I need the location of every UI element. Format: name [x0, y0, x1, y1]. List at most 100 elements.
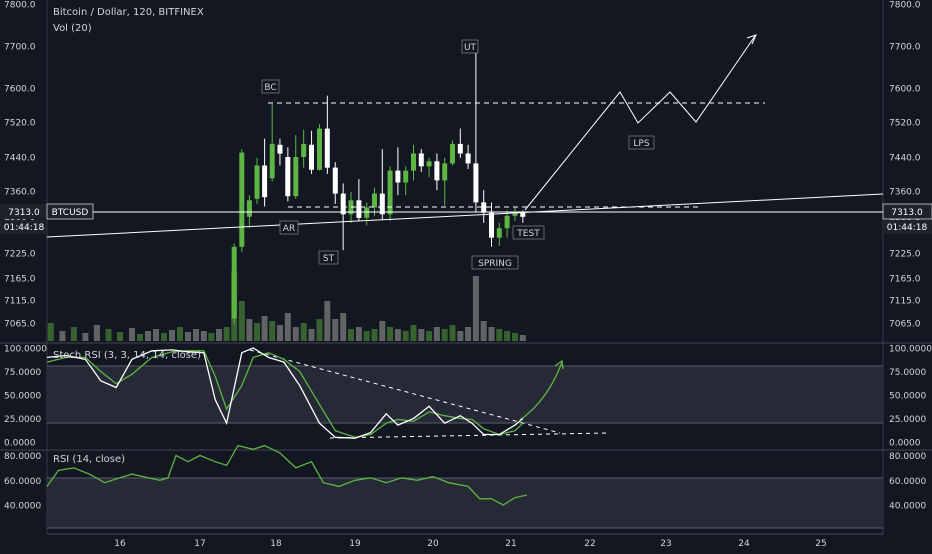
- candle: [269, 104, 275, 182]
- volume-bar: [137, 334, 143, 341]
- candle-body: [231, 246, 237, 319]
- candle: [379, 149, 385, 220]
- pane-frames: [0, 0, 932, 535]
- volume-bar: [70, 327, 77, 341]
- label-lps: LPS: [628, 135, 655, 150]
- rsi-tick-label-left: 60.0000: [4, 477, 41, 487]
- candle-body: [465, 153, 471, 164]
- last-price-left-text: 7313.0: [8, 208, 40, 218]
- candle-body: [481, 202, 487, 213]
- volume-bar: [129, 328, 135, 341]
- stoch-tick-label-right: 100.0000: [889, 345, 932, 355]
- price-tick-label-left: 7800.0: [4, 1, 36, 11]
- time-tick-label: 24: [738, 539, 750, 549]
- time-tick-label: 25: [815, 539, 826, 549]
- volume-bar: [387, 327, 394, 341]
- label-lps-text: LPS: [633, 139, 649, 149]
- stoch-axis[interactable]: 0.0000 0.0000 25.0000 25.0000 50.0000 50.0000…: [4, 345, 932, 449]
- volume-bar: [292, 327, 299, 341]
- price-tick-label-right: 7700.0: [889, 43, 921, 53]
- candle: [340, 183, 346, 251]
- volume-bar: [216, 329, 222, 341]
- volume-bar: [82, 333, 89, 341]
- candle: [457, 128, 463, 158]
- candle-body: [332, 167, 338, 194]
- price-tick-label-right: 7800.0: [889, 1, 921, 11]
- price-tick-label-left: 7440.0: [4, 154, 36, 164]
- candle: [465, 144, 471, 169]
- volume-bar: [348, 329, 354, 341]
- candle-body: [496, 228, 502, 238]
- volume-bar: [269, 321, 276, 341]
- ticker-badge: BTCUSD: [46, 203, 94, 220]
- label-st: ST: [318, 250, 339, 265]
- time-tick-label: 18: [270, 539, 282, 549]
- volume-bar: [480, 321, 487, 341]
- volume-bar: [105, 329, 112, 341]
- stoch-legend[interactable]: Stoch RSI (3, 3, 14, 14, close): [53, 350, 201, 361]
- volume-bar: [379, 321, 386, 341]
- time-tick-label: 22: [584, 539, 595, 549]
- price-tick-label-left: 7165.0: [4, 275, 36, 285]
- stoch-tick-label-right: 25.0000: [889, 415, 926, 425]
- countdown-right-text: 01:44:18: [887, 223, 928, 233]
- volume-bar: [418, 329, 425, 341]
- candle: [450, 140, 455, 166]
- candle: [301, 129, 307, 168]
- volume-bar: [277, 325, 283, 341]
- countdown-badge-left: 01:44:18: [0, 220, 47, 234]
- volume-bar: [177, 327, 183, 341]
- stoch-d-line: [46, 350, 524, 438]
- volume-legend[interactable]: Vol (20): [53, 23, 92, 34]
- rsi-tick-label-left: 40.0000: [4, 502, 41, 512]
- candle: [418, 149, 424, 172]
- label-test-text: TEST: [516, 229, 540, 239]
- stoch-tick-label-right: 0.0000: [889, 439, 921, 449]
- label-spring-text: SPRING: [478, 259, 512, 269]
- volume-bar: [161, 333, 167, 341]
- volume-bar: [145, 331, 151, 341]
- volume-bar: [47, 323, 54, 341]
- trend-line: [46, 193, 884, 238]
- stoch-tick-label-left: 50.0000: [4, 392, 41, 402]
- candle: [277, 138, 283, 166]
- candle-body: [473, 163, 479, 203]
- label-spring: SPRING: [471, 255, 519, 270]
- symbol-title[interactable]: Bitcoin / Dollar, 120, BITFINEX: [53, 7, 204, 18]
- rsi-tick-label-left: 80.0000: [4, 452, 41, 462]
- volume-bar: [496, 329, 503, 341]
- time-tick-label: 16: [114, 539, 126, 549]
- volume-bar: [512, 333, 518, 341]
- volume-bar: [433, 327, 440, 341]
- volume-bar: [254, 323, 260, 341]
- candle: [262, 138, 268, 207]
- candle-body: [372, 193, 377, 208]
- stoch-tick-label-left: 0.0000: [4, 439, 36, 449]
- volume-bar: [223, 327, 230, 341]
- candle: [254, 157, 260, 204]
- volume-bar: [261, 316, 268, 341]
- price-tick-label-left: 7600.0: [4, 85, 36, 95]
- rsi-axis[interactable]: 40.0000 40.0000 60.0000 60.0000 80.0000 80.00…: [4, 452, 926, 512]
- volume-bar: [153, 329, 159, 341]
- volume-bar: [200, 331, 207, 341]
- candle-body: [411, 153, 416, 171]
- volume-bar: [193, 329, 199, 341]
- candle-body: [317, 128, 322, 170]
- stoch-projection-curve: [519, 361, 563, 421]
- candle-body: [403, 170, 409, 183]
- volume-bar: [93, 325, 100, 341]
- rsi-legend[interactable]: RSI (14, close): [53, 454, 125, 465]
- price-tick-label-left: 7115.0: [4, 297, 36, 307]
- candle-body: [387, 170, 393, 215]
- volume-bar: [410, 325, 417, 341]
- wyckoff-drawings: [46, 34, 884, 439]
- stoch-tick-label-left: 100.0000: [4, 345, 47, 355]
- time-axis[interactable]: 16 17 18 19 20 21 22 23 24 25: [114, 539, 826, 549]
- volume-bar: [59, 331, 66, 341]
- candle: [239, 149, 245, 252]
- stoch-k-line: [46, 347, 524, 439]
- price-tick-label-left: 7065.0: [4, 320, 36, 330]
